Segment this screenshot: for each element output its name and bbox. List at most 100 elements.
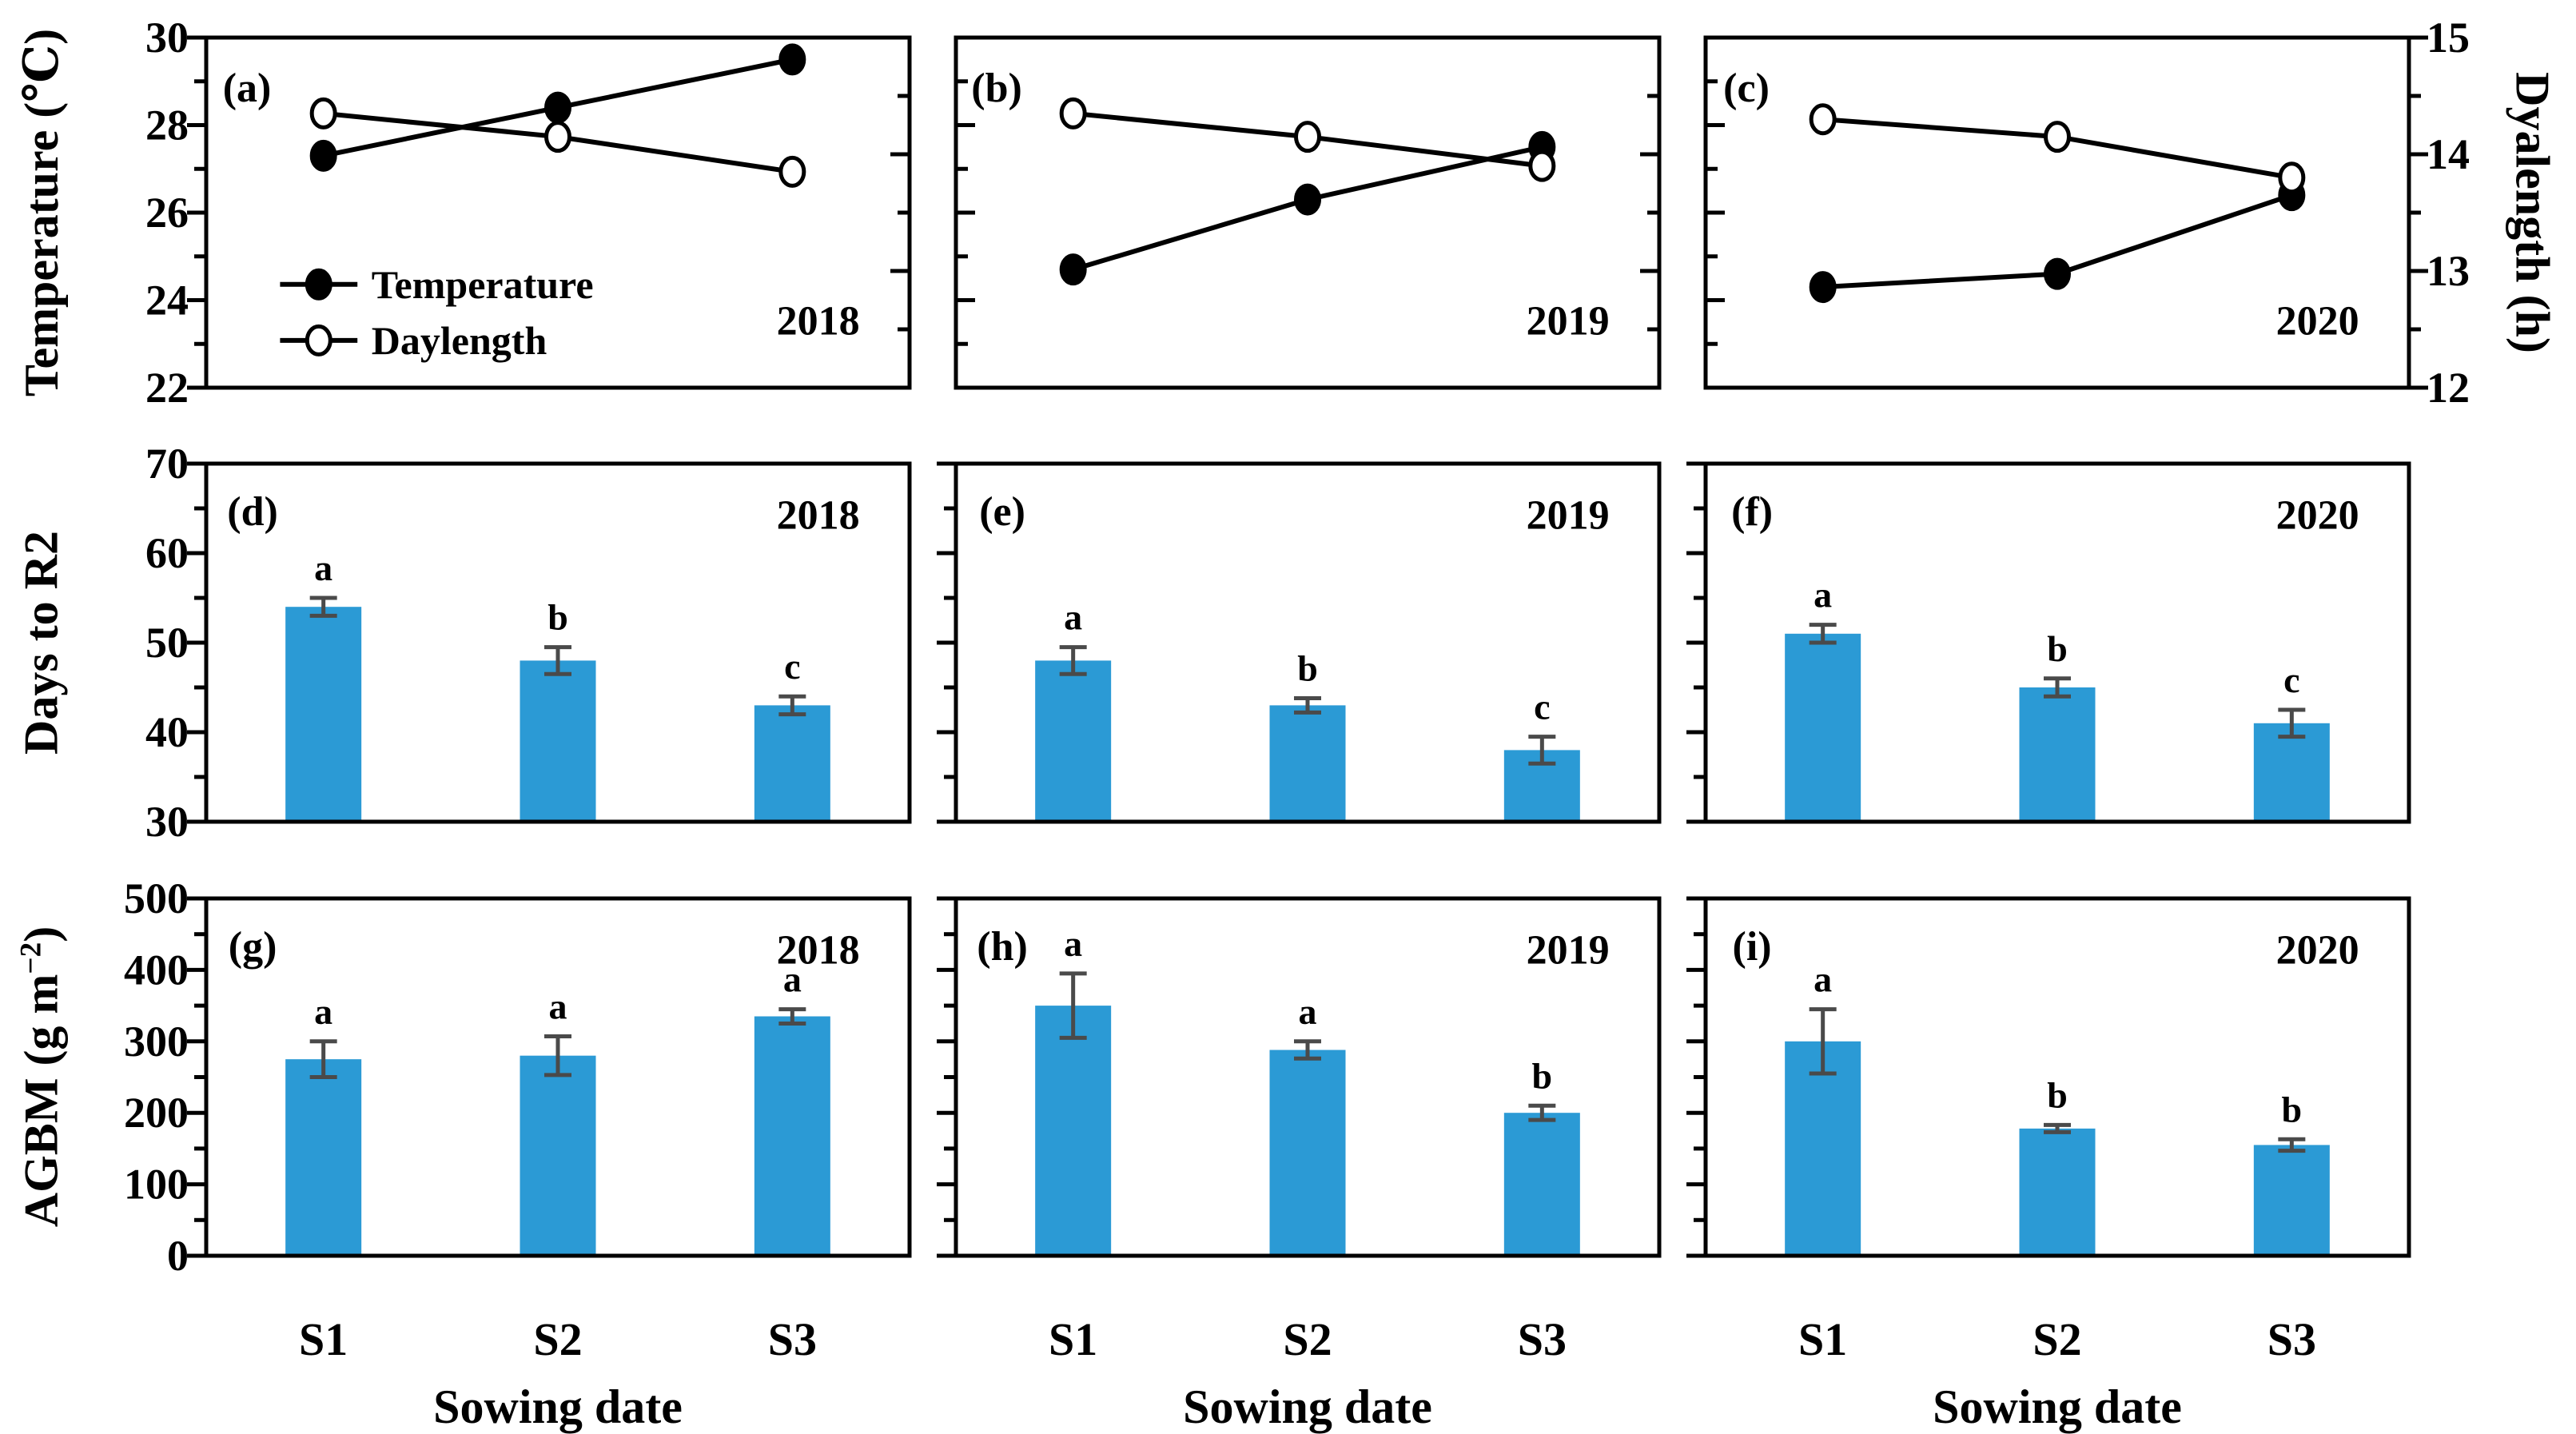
error-bar-i-2 [2044, 1122, 2071, 1134]
legend-marker-daylength-icon [305, 324, 332, 357]
axis-tick-label: 30 [145, 798, 189, 846]
error-bar-h-1 [1059, 971, 1087, 1040]
significance-letter: c [1534, 687, 1550, 727]
legend-marker-temperature-icon [305, 268, 332, 301]
x-category-label: S2 [1283, 1313, 1332, 1365]
axis-tick-label: 26 [145, 189, 189, 237]
temperature-marker-filled [1809, 271, 1837, 304]
bar-g-s2 [520, 1055, 596, 1254]
x-category-label: S3 [768, 1313, 817, 1365]
x-category-label: S2 [2033, 1313, 2081, 1365]
temperature-marker-filled [544, 91, 571, 124]
axis-tick-label: 50 [145, 619, 189, 667]
bar-f-s1 [1785, 633, 1861, 820]
year-label: 2018 [777, 492, 860, 538]
axis-tick-label: 24 [145, 277, 189, 325]
error-bar-g-2 [544, 1034, 571, 1077]
panel-c: 15 14 13 12 (c) 2020 [1703, 14, 2470, 412]
significance-letter: a [1064, 597, 1082, 638]
bar-h-s1 [1035, 1006, 1112, 1254]
panel-label: (c) [1723, 66, 1770, 111]
significance-letter: c [784, 646, 800, 687]
temperature-marker-filled [1059, 253, 1087, 286]
bar-h-s2 [1269, 1050, 1346, 1254]
error-bar-i-1 [1809, 1007, 1837, 1076]
axis-tick-label: 28 [145, 102, 189, 149]
year-label: 2020 [2276, 492, 2359, 538]
significance-letter: b [1532, 1055, 1553, 1096]
panel-a: 30 28 26 24 22 Temperature Daylength (a) 2018 [145, 14, 912, 412]
error-bar-d-2 [544, 645, 571, 676]
significance-letter: a [1814, 959, 1832, 1000]
temperature-marker-filled [1294, 183, 1321, 216]
error-bar-f-1 [1809, 623, 1837, 645]
error-bar-e-1 [1059, 645, 1087, 676]
significance-letter: b [2047, 1074, 2068, 1115]
axis-tick-label: 400 [124, 946, 189, 994]
axis-tick-label: 500 [124, 874, 189, 922]
significance-letter: b [2282, 1089, 2303, 1129]
year-label: 2019 [1527, 927, 1610, 973]
year-label: 2020 [2276, 927, 2359, 973]
panel-label: (d) [227, 489, 278, 535]
axis-tick-label: 30 [145, 14, 189, 62]
x-axis-col-3: S1 S2 S3 Sowing date [1798, 1313, 2316, 1433]
significance-letter: a [314, 991, 332, 1032]
bar-g-s3 [754, 1016, 830, 1254]
panel-b: (b) 2019 [954, 35, 1662, 390]
significance-letter: a [314, 548, 332, 588]
bar-i-s1 [1785, 1041, 1861, 1254]
panel-d: 70 60 50 40 30 a b c (d) 2018 [145, 440, 912, 846]
year-label: 2020 [2276, 298, 2359, 344]
significance-letter: a [783, 959, 802, 1000]
significance-letter: a [1299, 991, 1317, 1032]
x-axis-col-1: S1 S2 S3 Sowing date [299, 1313, 817, 1433]
year-label: 2018 [777, 298, 860, 344]
temperature-marker-filled [309, 139, 337, 172]
panel-label: (e) [979, 489, 1025, 535]
legend-label: Temperature [372, 262, 594, 307]
error-bar-g-1 [309, 1039, 337, 1079]
axis-tick-label: 12 [2427, 364, 2470, 412]
legend-label: Daylength [372, 318, 547, 363]
daylength-marker-open [544, 121, 571, 153]
panel-c-box [1703, 35, 2411, 390]
daylength-marker-open [1059, 97, 1087, 129]
bar-e-s2 [1269, 705, 1346, 820]
error-bar-d-3 [778, 694, 806, 717]
bar-d-s3 [754, 705, 830, 820]
significance-letter: a [1064, 923, 1082, 964]
panel-h: a a b (h) 2019 [937, 896, 1662, 1258]
daylength-series-a [309, 97, 806, 188]
temperature-series-a [309, 43, 806, 172]
daylength-marker-open [2044, 121, 2071, 153]
daylength-marker-open [1294, 121, 1321, 153]
panel-f: a b c (f) 2020 [1686, 461, 2411, 824]
daylength-series-b [1059, 97, 1556, 182]
legend: Temperature Daylength [280, 262, 594, 363]
axis-tick-label: 13 [2427, 247, 2470, 295]
x-category-label: S3 [2267, 1313, 2316, 1365]
bar-h-s3 [1503, 1113, 1580, 1254]
error-bar-d-1 [309, 596, 337, 618]
x-axis-col-2: S1 S2 S3 Sowing date [1049, 1313, 1567, 1433]
year-label: 2019 [1527, 492, 1610, 538]
daylength-marker-open [309, 97, 337, 129]
panel-g: 500 400 300 200 100 0 a a a (g) 2018 [124, 874, 912, 1280]
panel-label: (h) [977, 924, 1028, 970]
axis-tick-label: 200 [124, 1089, 189, 1137]
axis-tick-label: 22 [145, 364, 189, 412]
error-bar-f-2 [2044, 676, 2071, 699]
daylength-marker-open [1809, 103, 1837, 136]
daylength-series-c [1809, 103, 2306, 194]
bar-g-s1 [285, 1059, 362, 1254]
significance-letter: b [2047, 628, 2068, 669]
x-category-label: S3 [1518, 1313, 1567, 1365]
panel-e: a b c (e) 2019 [937, 461, 1662, 824]
panel-label: (a) [223, 66, 272, 111]
significance-letter: b [547, 597, 568, 638]
significance-letter: a [549, 986, 567, 1027]
axis-tick-label: 70 [145, 440, 189, 488]
error-bar-i-3 [2278, 1137, 2306, 1153]
